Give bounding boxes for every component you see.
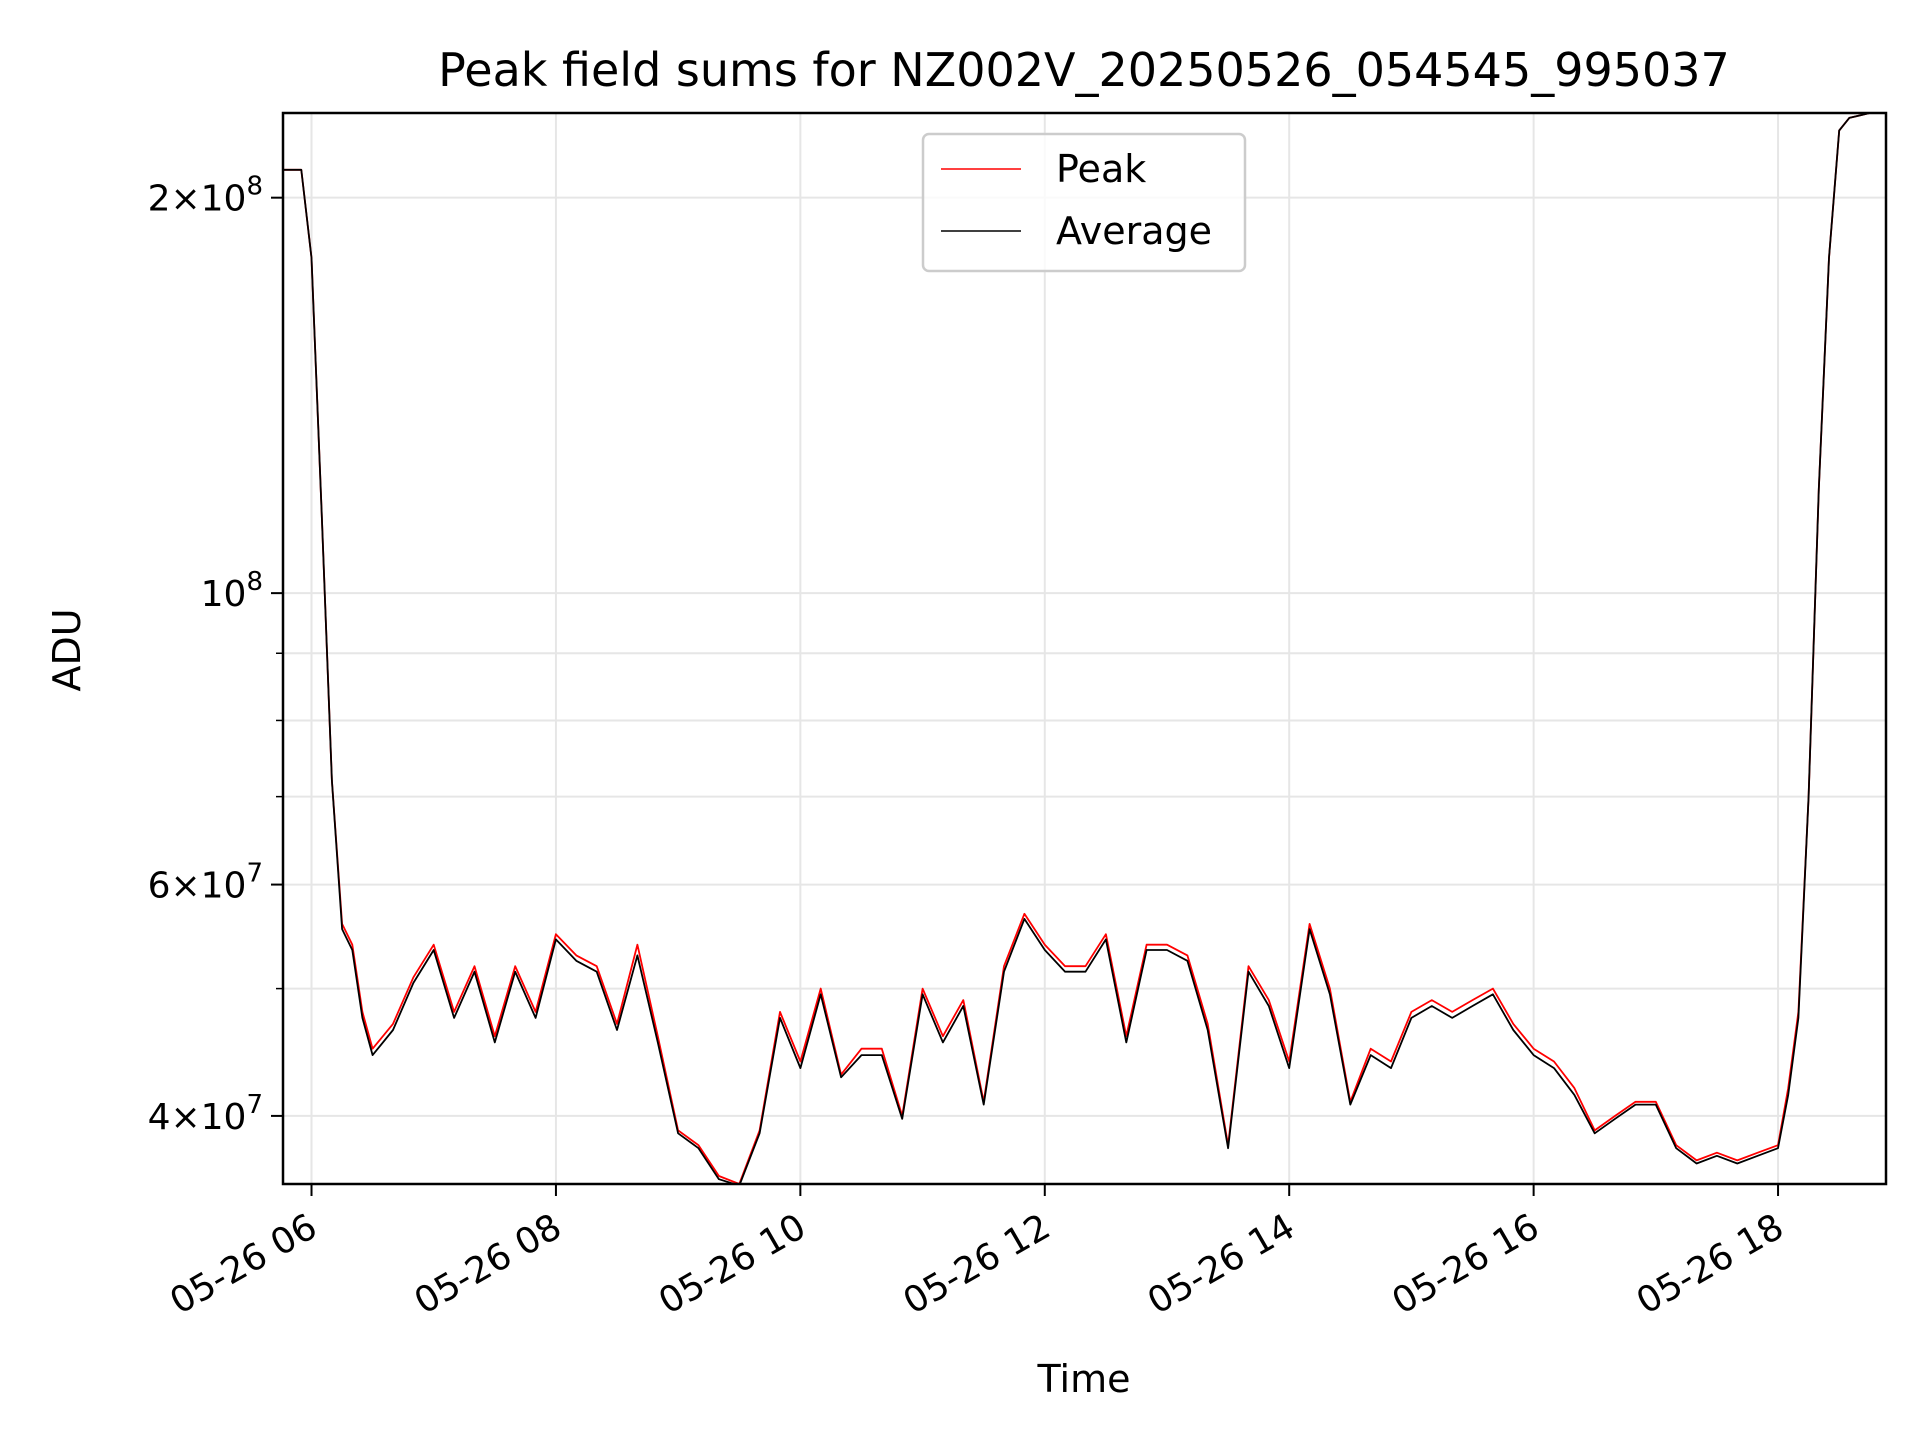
legend-label-peak: Peak bbox=[1056, 147, 1146, 191]
y-tick-label: 4×107 bbox=[148, 1090, 263, 1138]
y-tick-label: 108 bbox=[201, 567, 263, 615]
plot-frame bbox=[281, 111, 1888, 1186]
series-line-average bbox=[283, 113, 1886, 1184]
y-tick-label: 2×108 bbox=[148, 172, 263, 220]
legend-label-average: Average bbox=[1056, 209, 1212, 253]
y-tick-label: 6×107 bbox=[148, 859, 263, 907]
legend: Peak Average bbox=[921, 132, 1247, 273]
y-axis-label: ADU bbox=[45, 608, 89, 691]
series-layer bbox=[283, 113, 1886, 1184]
x-axis-label: Time bbox=[1037, 1357, 1131, 1401]
y-axis: 4×107 6×107 108 2×108 bbox=[148, 172, 283, 1138]
chart-title: Peak field sums for NZ002V_20250526_0545… bbox=[438, 43, 1730, 97]
series-line-peak bbox=[283, 113, 1886, 1184]
